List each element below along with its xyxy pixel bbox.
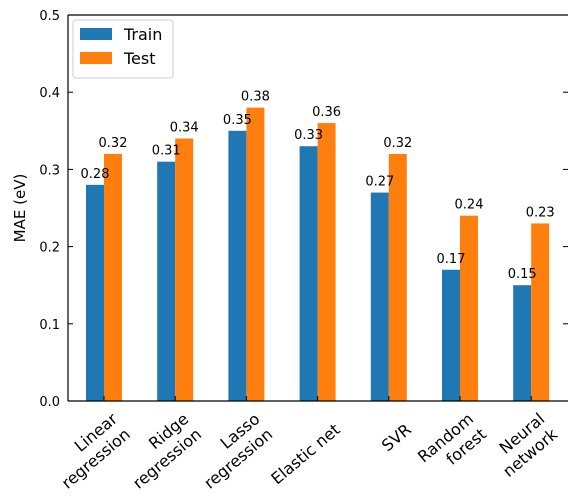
data-label-train-6: 0.17: [437, 252, 466, 267]
data-label-test-4: 0.36: [312, 105, 341, 120]
bar-test-6: [460, 215, 478, 401]
x-tick-label-3: Lassoregression: [187, 409, 276, 492]
data-label-test-5: 0.32: [383, 136, 412, 151]
y-tick-label-5: 0.5: [39, 9, 60, 24]
bar-train-2: [157, 161, 176, 401]
x-tick-label-5-line-1: SVR: [378, 420, 415, 455]
x-tick-label-6: Randomforest: [414, 409, 490, 481]
data-label-train-3: 0.35: [223, 113, 252, 128]
bars-layer: [86, 107, 550, 402]
x-tick-label-5: SVR: [378, 420, 415, 455]
legend-label-test: Test: [123, 49, 156, 68]
data-label-train-2: 0.31: [152, 144, 181, 159]
y-tick-label-0: 0.0: [39, 395, 60, 410]
y-axis-label: MAE (eV): [11, 174, 29, 243]
data-label-train-7: 0.15: [508, 267, 537, 282]
bar-train-1: [86, 184, 104, 401]
bar-train-5: [370, 192, 389, 401]
labels-layer: 0.28 0.31 0.35 0.33 0.27 0.17 0.15 0.32 0.34 0.38…: [81, 90, 555, 283]
x-tick-label-1: Linearregression: [45, 409, 134, 493]
bar-test-4: [317, 123, 336, 401]
data-label-test-3: 0.38: [241, 90, 270, 105]
y-tick-label-1: 0.1: [39, 318, 60, 333]
legend-label-train: Train: [123, 25, 162, 44]
bar-test-3: [246, 107, 265, 401]
legend-swatch-train: [80, 28, 112, 40]
bar-test-2: [175, 138, 194, 401]
data-label-test-1: 0.32: [99, 136, 128, 151]
x-tick-label-7: Neuralnetwork: [486, 409, 561, 481]
y-tick-label-4: 0.4: [39, 86, 60, 101]
data-label-test-7: 0.23: [526, 205, 555, 220]
legend: Train Test: [72, 19, 174, 79]
bar-test-7: [531, 223, 550, 401]
legend-swatch-test: [80, 52, 112, 64]
data-label-test-2: 0.34: [170, 121, 199, 136]
bar-test-5: [388, 153, 407, 401]
x-tick-label-4-line-1: Elastic net: [267, 420, 343, 488]
data-label-train-4: 0.33: [294, 128, 323, 143]
x-tick-label-2: Ridgeregression: [116, 409, 205, 492]
data-label-train-1: 0.28: [81, 167, 110, 182]
bar-test-1: [104, 153, 122, 401]
bar-train-6: [442, 269, 460, 401]
y-tick-label-3: 0.3: [39, 163, 60, 178]
data-label-train-5: 0.27: [365, 175, 394, 190]
bar-train-3: [228, 130, 247, 402]
x-tick-label-4: Elastic net: [267, 420, 343, 488]
data-label-test-6: 0.24: [455, 198, 484, 213]
bar-train-4: [299, 146, 318, 401]
y-tick-label-2: 0.2: [39, 241, 60, 256]
bar-train-7: [513, 285, 532, 401]
